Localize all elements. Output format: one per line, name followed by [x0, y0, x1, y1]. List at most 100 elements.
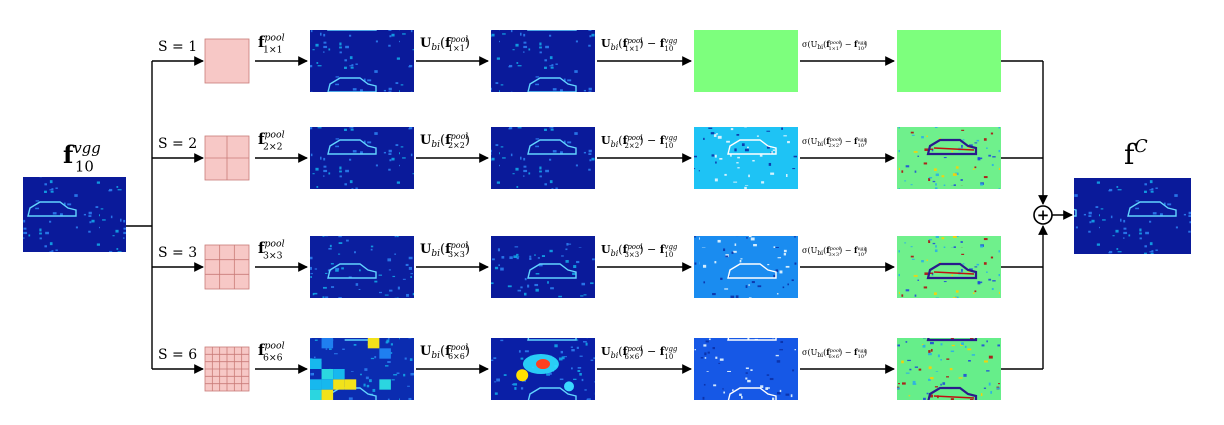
label-sup: vgg [73, 139, 100, 157]
map-fill [897, 236, 1001, 298]
map-block [310, 379, 322, 390]
label-base: f [258, 33, 266, 51]
sigmoid-label: σ(Ubi(fpool 3×3) − fvgg 10) [802, 245, 867, 258]
map-fill [310, 127, 414, 189]
sigmoid-label: σ(Ubi(fpool 1×1) − fvgg 10) [802, 39, 867, 52]
map-fill [1074, 178, 1191, 254]
map-fill [310, 30, 414, 92]
label-base: S = 2 [158, 136, 197, 152]
label-sup: pool [264, 239, 284, 250]
sigmoid-label: σ(Ubi(fpool 6×6) − fvgg 10) [802, 347, 867, 360]
map-fill [897, 338, 1001, 400]
scale-label: S = 6 [158, 347, 197, 363]
grid-cell [204, 38, 250, 84]
pool-grid [204, 244, 250, 290]
map-blob [536, 359, 550, 370]
map-fill [491, 30, 595, 92]
scale-label: S = 2 [158, 136, 197, 152]
feature-map [897, 236, 1001, 298]
labels: fvgg 10 fCS = 1 fpool 1×1 Ubi(fpool 1×1) Ubi(fp… [63, 33, 1148, 364]
label-sub: 3×3 [263, 250, 283, 261]
map-fill [23, 177, 126, 252]
pool-grid [204, 346, 250, 392]
scale-label: S = 1 [158, 39, 197, 55]
map-fill [310, 236, 414, 298]
label-sub: 6×6 [263, 352, 283, 363]
map-block [379, 348, 391, 359]
map-blob [516, 369, 529, 382]
feature-map [310, 338, 414, 400]
map-fill [694, 30, 798, 92]
sigmoid-label: σ(Ubi(fpool 2×2) − fvgg 10) [802, 136, 867, 149]
diff-label: Ubi(fpool 6×6) − fvgg 10 [601, 345, 678, 361]
map-block [321, 369, 334, 380]
feature-map [897, 127, 1001, 189]
label-sup: C [1134, 137, 1147, 157]
sum-symbol: + [1037, 206, 1050, 224]
map-block [333, 369, 345, 380]
feature-map [310, 236, 414, 298]
map-fill [694, 338, 798, 400]
upsample-label: Ubi(fpool 2×2) [420, 132, 470, 150]
label-sub: 1×1 [263, 44, 283, 55]
label-base: S = 3 [158, 245, 197, 261]
label-base: S = 1 [158, 39, 197, 55]
pool-label: fpool 1×1 [258, 33, 285, 56]
sum-node [1033, 205, 1053, 225]
map-block [367, 338, 380, 349]
scale-label: S = 3 [158, 245, 197, 261]
label-base: f [258, 239, 266, 257]
label-sup: pool [264, 130, 284, 141]
diff-label: Ubi(fpool 1×1) − fvgg 10 [601, 37, 678, 53]
feature-map [310, 30, 414, 92]
grid-cell [204, 244, 250, 290]
map-block [321, 379, 334, 390]
upsample-label: Ubi(fpool 6×6) [420, 343, 470, 361]
label-sub: 10 [75, 158, 94, 176]
input-label: fvgg 10 [63, 139, 101, 176]
feature-map [694, 127, 798, 189]
map-block [321, 389, 334, 400]
feature-map [694, 30, 798, 92]
label-base: f [63, 140, 75, 169]
label-base: f [258, 130, 266, 148]
map-block [310, 358, 322, 369]
map-fill [897, 30, 1001, 92]
output-label: fC [1124, 137, 1148, 171]
output-feature-map [1074, 178, 1191, 254]
label-sup: pool [264, 341, 284, 352]
feature-map [491, 30, 595, 92]
map-block [379, 379, 391, 390]
map-fill [694, 236, 798, 298]
label-base: S = 6 [158, 347, 197, 363]
feature-map [694, 338, 798, 400]
label-sub: 2×2 [263, 141, 283, 152]
input-feature-map [23, 177, 126, 252]
map-blob [564, 381, 574, 392]
pool-label: fpool 2×2 [258, 130, 285, 153]
feature-map [897, 30, 1001, 92]
diff-label: Ubi(fpool 2×2) − fvgg 10 [601, 134, 678, 150]
label-base: f [258, 341, 266, 359]
map-fill [694, 127, 798, 189]
feature-map [897, 338, 1001, 400]
diff-label: Ubi(fpool 3×3) − fvgg 10 [601, 243, 678, 259]
pool-grid [204, 135, 250, 181]
map-block [321, 338, 334, 349]
feature-map [491, 338, 595, 400]
map-fill [491, 127, 595, 189]
upsample-label: Ubi(fpool 3×3) [420, 241, 470, 259]
pool-label: fpool 6×6 [258, 341, 285, 364]
feature-map [491, 127, 595, 189]
connector-lines [126, 56, 1073, 374]
label-sup: pool [264, 33, 284, 44]
label-base: f [1124, 138, 1137, 171]
pool-label: fpool 3×3 [258, 239, 285, 262]
map-block [310, 389, 322, 400]
feature-maps [23, 30, 1191, 400]
pool-grid [204, 38, 250, 84]
map-block [344, 379, 357, 390]
feature-map [694, 236, 798, 298]
map-fill [491, 236, 595, 298]
